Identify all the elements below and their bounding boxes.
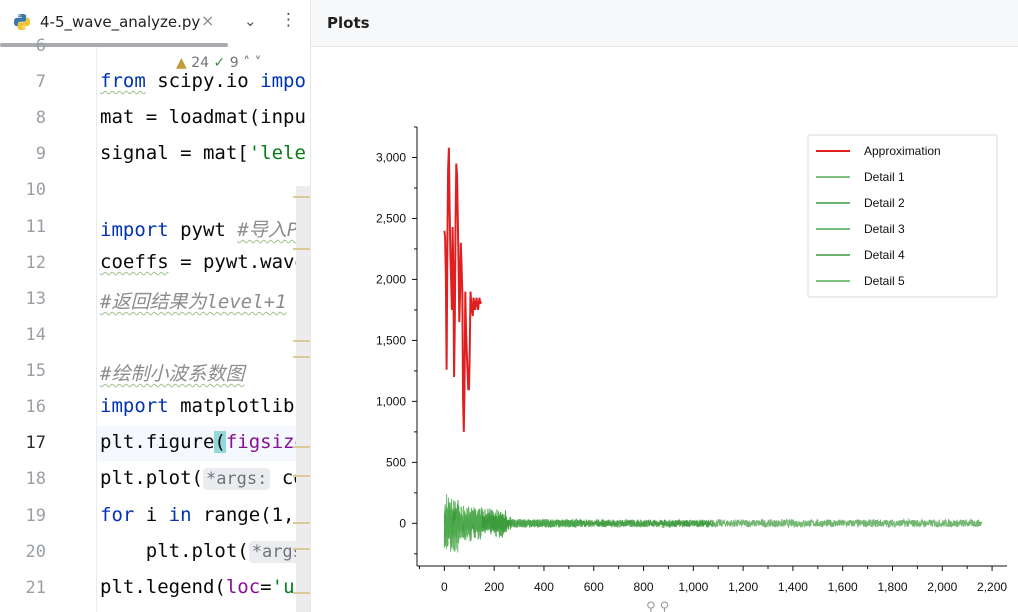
parameter-hint: *args [248, 541, 306, 563]
code-line-7[interactable]: from scipy.io impo [100, 70, 306, 92]
scroll-marker[interactable] [293, 548, 310, 550]
line-number: 15 [25, 361, 46, 381]
code-line-12[interactable]: coeffs = pywt.wave [100, 251, 306, 273]
x-tick-label: 1,800 [877, 580, 907, 594]
scroll-marker[interactable] [293, 248, 310, 250]
x-tick-label: 1,400 [778, 580, 808, 594]
legend-label: Detail 2 [864, 196, 905, 210]
code-line-19[interactable]: for i in range(1, [100, 504, 295, 526]
chevron-down-icon[interactable]: ˅ [254, 55, 262, 71]
line-number: 14 [25, 325, 46, 345]
line-number: 19 [25, 506, 46, 526]
y-tick-label: 1,000 [376, 394, 406, 408]
scroll-marker[interactable] [293, 522, 310, 524]
scroll-marker[interactable] [293, 340, 310, 342]
y-tick-label: 500 [386, 455, 406, 469]
x-tick-label: 2,000 [927, 580, 957, 594]
chevron-down-icon[interactable]: ⌄ [244, 12, 257, 30]
line-number: 16 [25, 397, 46, 417]
y-tick-label: 3,000 [376, 150, 406, 164]
python-file-icon [14, 14, 30, 30]
code-line-17[interactable]: plt.figure(figsize [100, 431, 306, 453]
inspection-widget[interactable]: ▲ 24 ✓ 9 ˄ ˅ [176, 55, 262, 71]
legend-label: Detail 3 [864, 222, 905, 236]
code-line-8[interactable]: mat = loadmat(inpu [100, 106, 306, 128]
line-number: 13 [25, 289, 46, 309]
code-line-20[interactable]: plt.plot(*args [100, 540, 306, 563]
line-number: 11 [25, 217, 46, 237]
line-number: 20 [25, 542, 46, 562]
close-icon[interactable]: × [201, 11, 215, 30]
wavelet-coefficients-chart[interactable]: 0 200 400 600 800 1,000 1,200 1,400 1,600 1,800 2,… [311, 0, 1018, 612]
x-tick-label: 800 [634, 580, 654, 594]
code-line-21[interactable]: plt.legend(loc='up [100, 576, 306, 598]
series-line-detail-5 [443, 494, 482, 553]
series-line-approximation [443, 147, 482, 432]
code-line-9[interactable]: signal = mat['lele [100, 142, 306, 164]
line-number: 21 [25, 578, 46, 598]
line-number: 7 [35, 72, 46, 92]
weak-warning-count: 9 [229, 55, 239, 71]
scroll-marker[interactable] [293, 446, 310, 448]
editor-tab-bar: 4-5_wave_analyze.py × ⌄ ⋮ [0, 0, 310, 47]
y-tick-label: 0 [399, 516, 406, 530]
line-number: 8 [35, 108, 46, 128]
line-number: 6 [35, 36, 46, 56]
x-tick-label: 1,600 [828, 580, 858, 594]
check-icon: ✓ [213, 55, 226, 71]
active-tab-indicator [0, 43, 228, 47]
code-line-16[interactable]: import matplotlib. [100, 395, 306, 417]
tab-filename: 4-5_wave_analyze.py [40, 13, 201, 31]
line-number-current: 17 [25, 433, 46, 453]
code-editor[interactable]: 4-5_wave_analyze.py × ⌄ ⋮ 6 7 8 9 10 11 … [0, 0, 310, 612]
x-tick-label: 600 [584, 580, 604, 594]
parameter-hint: *args: [202, 468, 271, 490]
editor-tab[interactable]: 4-5_wave_analyze.py × [0, 0, 228, 47]
plots-panel: Plots 0 200 400 600 800 1,000 1,200 1,400 1,600 1… [310, 0, 1018, 612]
y-tick-label: 2,500 [376, 211, 406, 225]
zoom-icon[interactable]: ⚲ ⚲ [646, 600, 670, 612]
x-tick-label: 200 [484, 580, 504, 594]
x-tick-label: 1,000 [678, 580, 708, 594]
line-number: 10 [25, 180, 46, 200]
code-line-15[interactable]: #绘制小波系数图 [100, 363, 245, 385]
plots-header: Plots [311, 0, 1018, 47]
code-line-11[interactable]: import pywt #导入P [100, 219, 299, 241]
chevron-up-icon[interactable]: ˄ [243, 55, 251, 71]
scroll-marker[interactable] [293, 475, 310, 477]
x-tick-label: 400 [534, 580, 554, 594]
warning-icon: ▲ [176, 55, 187, 71]
legend-label: Detail 5 [864, 274, 905, 288]
x-tick-label: 2,200 [977, 580, 1007, 594]
code-line-13[interactable]: #返回结果为level+1 [100, 291, 287, 313]
scroll-marker[interactable] [293, 592, 310, 594]
line-number-gutter [0, 47, 97, 612]
plots-title: Plots [327, 14, 370, 32]
more-options-icon[interactable]: ⋮ [280, 10, 297, 30]
x-tick-label: 1,200 [728, 580, 758, 594]
line-number: 9 [35, 144, 46, 164]
x-tick-label: 0 [441, 580, 448, 594]
legend-label: Approximation [864, 144, 941, 158]
warning-count: 24 [191, 55, 210, 71]
legend-box [807, 134, 998, 298]
y-tick-label: 2,000 [376, 272, 406, 286]
code-line-18[interactable]: plt.plot(*args: co [100, 467, 305, 490]
line-number: 18 [25, 469, 46, 489]
scroll-marker[interactable] [293, 196, 310, 198]
line-number: 12 [25, 253, 46, 273]
editor-scrollbar[interactable] [296, 186, 310, 612]
legend-label: Detail 1 [864, 170, 905, 184]
legend-label: Detail 4 [864, 248, 905, 262]
y-tick-label: 1,500 [376, 333, 406, 347]
scroll-marker[interactable] [293, 356, 310, 358]
